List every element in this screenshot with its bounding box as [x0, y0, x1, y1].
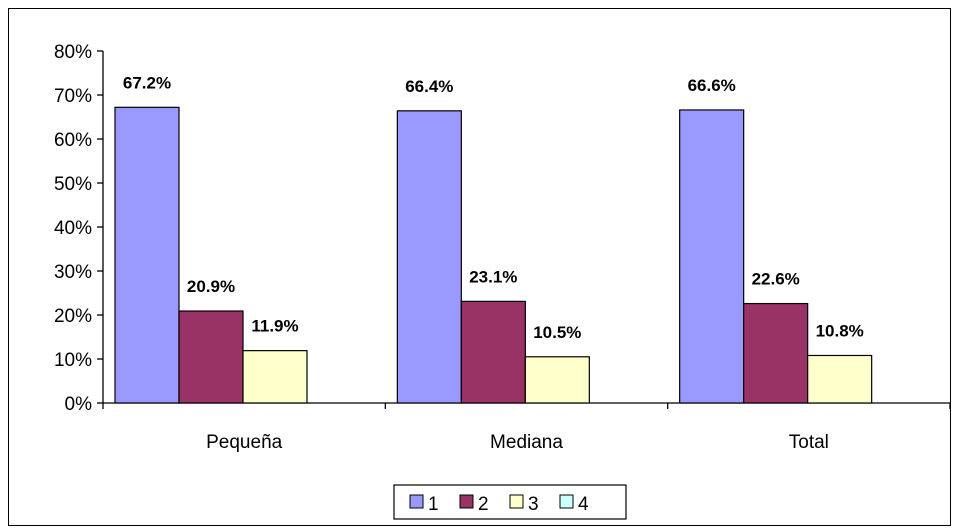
data-label: 66.6%: [688, 76, 736, 95]
legend-label: 2: [478, 494, 489, 515]
legend-swatch-2: [459, 494, 474, 509]
y-tick-label: 50%: [54, 174, 92, 195]
data-label: 11.9%: [251, 317, 298, 336]
legend-swatch-1: [409, 494, 424, 509]
bar-1-2: [679, 109, 745, 404]
data-label: 20.9%: [187, 277, 235, 296]
data-label: 23.1%: [469, 267, 517, 286]
data-label: 66.4%: [405, 77, 453, 96]
bar-2-0: [178, 310, 244, 404]
bar-2-2: [743, 302, 809, 404]
y-tick-label: 80%: [54, 42, 92, 63]
category-label: Mediana: [490, 432, 563, 453]
y-tick-label: 70%: [54, 86, 92, 107]
legend-label: 4: [578, 494, 589, 515]
data-label: 10.5%: [533, 323, 581, 342]
bar-3-1: [524, 356, 590, 404]
bar-1-1: [396, 110, 462, 404]
bar-3-2: [807, 354, 873, 404]
legend-label: 1: [428, 494, 439, 515]
data-label: 10.8%: [816, 321, 864, 340]
y-tick-label: 40%: [54, 218, 92, 239]
category-label: Total: [789, 432, 829, 453]
bar-1-0: [114, 106, 180, 404]
bar-2-1: [460, 300, 526, 404]
y-tick-label: 60%: [54, 130, 92, 151]
data-label: 22.6%: [752, 270, 800, 289]
legend-label: 3: [528, 494, 539, 515]
data-label: 67.2%: [123, 73, 171, 92]
legend-swatch-3: [509, 494, 524, 509]
bar-3-0: [242, 350, 308, 404]
legend-swatch-4: [559, 494, 574, 509]
y-tick-label: 30%: [54, 262, 92, 283]
y-tick-label: 10%: [54, 350, 92, 371]
y-tick-label: 0%: [65, 394, 93, 415]
category-label: Pequeña: [206, 432, 283, 453]
y-tick-label: 20%: [54, 306, 92, 327]
